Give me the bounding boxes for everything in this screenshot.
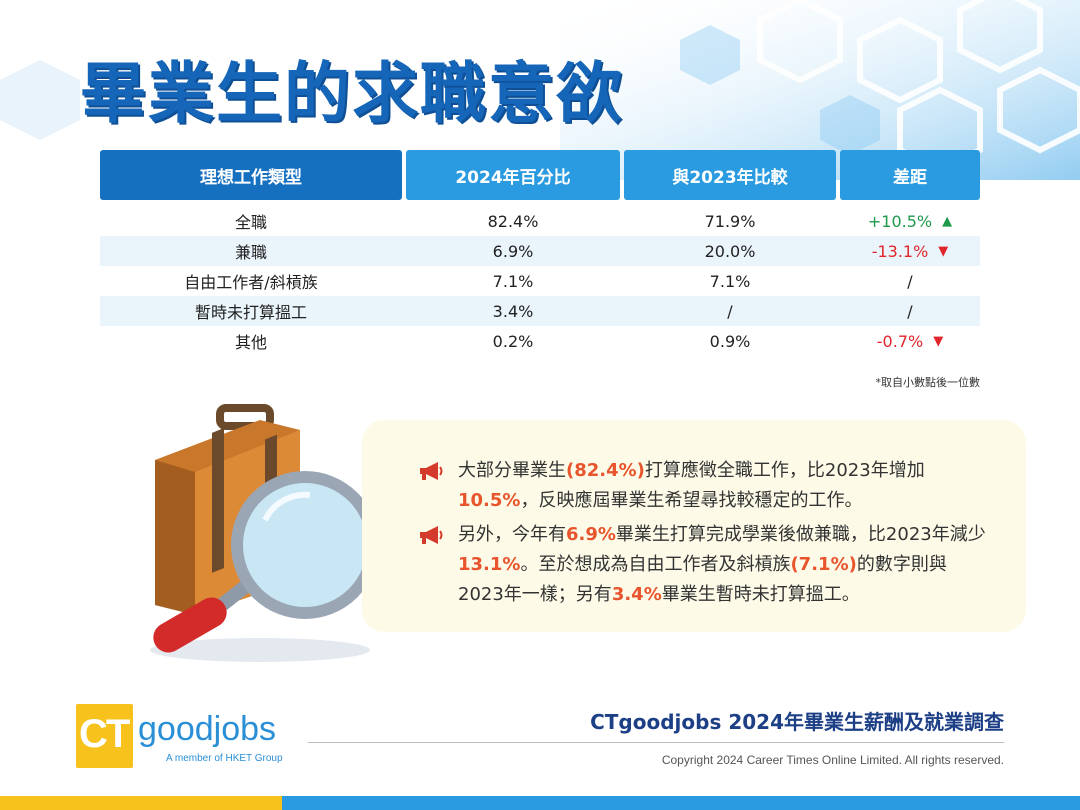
logo-ct-text: CT	[79, 712, 130, 756]
highlight-value: 13.1%	[458, 554, 521, 575]
header-difference: 差距	[840, 150, 980, 200]
table-header: 理想工作類型 2024年百分比 與2023年比較 差距	[100, 150, 980, 200]
cell-diff: /	[907, 271, 913, 291]
footer-bar-yellow	[0, 796, 282, 810]
magnifier-icon	[153, 471, 379, 653]
highlight-value: 3.4%	[611, 584, 662, 605]
cell-diff: /	[907, 301, 913, 321]
table-row: 自由工作者/斜槓族 7.1% 7.1% /	[100, 266, 980, 296]
cell-2023: 71.9%	[704, 211, 756, 231]
text-segment: 的數字則與2023年一樣；另有	[458, 554, 947, 605]
summary-paragraph-1: 大部分畢業生(82.4%)打算應徵全職工作，比2023年增加 10.5%，反映應屆…	[418, 456, 988, 516]
table-row: 兼職 6.9% 20.0% -13.1% ▼	[100, 236, 980, 266]
arrow-down-icon: ▼	[933, 333, 944, 349]
footnote: *取自小數點後一位數	[875, 376, 981, 389]
job-preference-table: 理想工作類型 2024年百分比 與2023年比較 差距 全職 82.4% 71.…	[100, 150, 980, 356]
logo-goodjobs-text: goodjobs	[138, 710, 277, 748]
summary-box	[362, 420, 1026, 632]
logo-mark	[76, 704, 133, 768]
diff-value: +10.5%	[867, 211, 933, 231]
arrow-down-icon: ▼	[938, 243, 949, 259]
text-segment: 。至於想成為自由工作者及斜槓族	[520, 554, 791, 575]
cell-2024: 7.1%	[492, 271, 534, 291]
briefcase-magnifier-illustration	[150, 404, 379, 662]
table-row: 全職 82.4% 71.9% +10.5% ▲	[100, 206, 980, 236]
cell-2023: 20.0%	[704, 241, 756, 261]
footer-bar-blue	[282, 796, 1080, 810]
footer-divider	[308, 742, 1004, 743]
cell-2024: 3.4%	[492, 301, 534, 321]
cell-job-type: 全職	[234, 213, 267, 232]
highlight-value: 6.9%	[566, 524, 616, 545]
cell-2024: 6.9%	[492, 241, 534, 261]
table-row: 暫時未打算搵工 3.4% / /	[100, 296, 980, 326]
header-2023-compare: 與2023年比較	[624, 150, 836, 200]
cell-job-type: 其他	[234, 333, 267, 352]
header-job-type: 理想工作類型	[100, 150, 402, 200]
cell-2024: 0.2%	[492, 331, 534, 351]
cell-job-type: 自由工作者/斜槓族	[184, 273, 318, 292]
cell-2023: 7.1%	[709, 271, 751, 291]
megaphone-icon	[420, 462, 443, 480]
highlight-value: 10.5%	[458, 490, 521, 511]
highlight-value: (7.1%)	[790, 554, 857, 575]
logo-subtitle: A member of HKET Group	[166, 753, 283, 764]
cell-diff: -0.7% ▼	[840, 332, 980, 351]
text-segment: 畢業生暫時未打算搵工。	[661, 584, 860, 605]
table-body: 全職 82.4% 71.9% +10.5% ▲ 兼職 6.9% 20.0% -1…	[100, 206, 980, 356]
cell-2024: 82.4%	[487, 211, 539, 231]
arrow-up-icon: ▲	[942, 213, 953, 229]
cell-2023: /	[727, 301, 733, 321]
text-segment: 打算應徵全職工作，比2023年增加	[644, 460, 925, 481]
text-segment: 大部分畢業生	[458, 460, 566, 481]
cell-job-type: 暫時未打算搵工	[194, 303, 307, 322]
cell-2023: 0.9%	[709, 331, 751, 351]
cell-job-type: 兼職	[234, 243, 267, 262]
copyright-text: Copyright 2024 Career Times Online Limit…	[661, 753, 1004, 767]
highlight-value: (82.4%)	[566, 460, 645, 481]
cell-diff: -13.1% ▼	[840, 242, 980, 261]
text-segment: 另外，今年有	[458, 524, 566, 545]
table-row: 其他 0.2% 0.9% -0.7% ▼	[100, 326, 980, 356]
diff-value: -13.1%	[871, 241, 929, 261]
text-segment: 畢業生打算完成學業後做兼職，比2023年減少	[615, 524, 986, 545]
summary-paragraph-2: 另外，今年有6.9%畢業生打算完成學業後做兼職，比2023年減少 13.1%。至於…	[418, 520, 988, 610]
ctgoodjobs-logo[interactable]: CT goodjobs A member of HKET Group	[76, 704, 296, 774]
megaphone-icon	[420, 526, 443, 544]
header-2024-pct: 2024年百分比	[406, 150, 620, 200]
cell-diff: +10.5% ▲	[840, 212, 980, 231]
survey-title: CTgoodjobs 2024年畢業生薪酬及就業調查	[590, 710, 1004, 734]
text-segment: ，反映應屆畢業生希望尋找較穩定的工作。	[520, 490, 863, 511]
page-title: 畢業生的求職意欲	[80, 55, 624, 132]
diff-value: -0.7%	[876, 331, 924, 351]
